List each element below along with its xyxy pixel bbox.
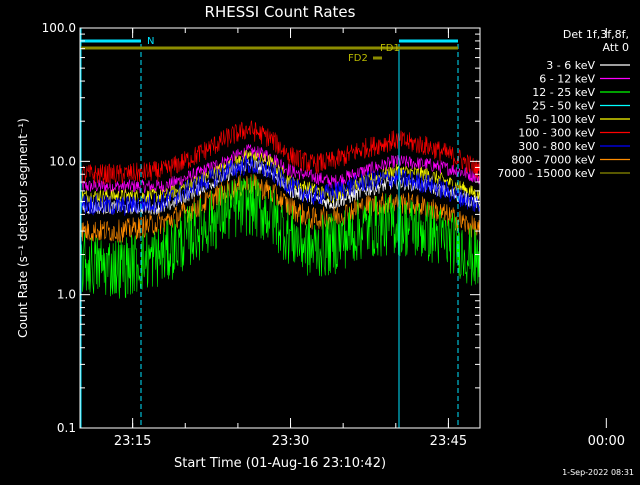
series-line	[79, 174, 481, 299]
legend-entry-label: 12 - 25 keV	[532, 86, 595, 99]
trace-layer	[79, 120, 481, 299]
plot-axes	[79, 27, 481, 429]
y-axis-ticks: 0.1 1.0 10.0 100.0	[42, 21, 480, 435]
legend-entry-label: 7000 - 15000 keV	[497, 167, 595, 180]
timestamp: 1-Sep-2022 08:31	[562, 468, 634, 477]
x-tick-label: 23:30	[272, 434, 309, 449]
legend-entry-label: 3 - 6 keV	[546, 59, 595, 72]
legend-entry-label: 25 - 50 keV	[532, 100, 595, 113]
flag-bars: N FD1 FD2	[81, 36, 458, 64]
y-tick-label: 10.0	[49, 154, 76, 168]
legend-entry-label: 6 - 12 keV	[539, 73, 595, 86]
series-line	[79, 150, 481, 204]
plot-frame	[79, 27, 481, 429]
legend-header: Det 1f,3f,8f,	[563, 28, 629, 41]
legend-entry-label: 100 - 300 keV	[518, 127, 595, 140]
x-tick-label: 23:15	[114, 434, 151, 449]
x-axis-label: Start Time (01-Aug-16 23:10:42)	[174, 456, 386, 471]
y-tick-label: 1.0	[57, 288, 76, 302]
y-axis-label: Count Rate (s⁻¹ detector segment⁻¹)	[16, 118, 30, 338]
chart-title: RHESSI Count Rates	[205, 3, 356, 21]
legend-entry-label: 50 - 100 keV	[525, 113, 595, 126]
night-label: N	[147, 36, 154, 47]
attenuator-marker-lines	[80, 28, 459, 428]
y-tick-label: 0.1	[57, 421, 76, 435]
fd2-label: FD2	[348, 53, 368, 64]
series-line	[79, 155, 481, 216]
y-tick-label: 100.0	[42, 21, 76, 35]
fd1-label: FD1	[380, 43, 400, 54]
x-tick-label: 00:00	[588, 434, 625, 449]
series-line	[79, 144, 481, 194]
series-line	[79, 174, 481, 243]
series-line	[79, 120, 481, 185]
x-tick-label: 23:45	[430, 434, 467, 449]
legend-entry-label: 800 - 7000 keV	[511, 154, 595, 167]
legend-header: Att 0	[603, 41, 629, 54]
legend-entry-label: 300 - 800 keV	[518, 140, 595, 153]
